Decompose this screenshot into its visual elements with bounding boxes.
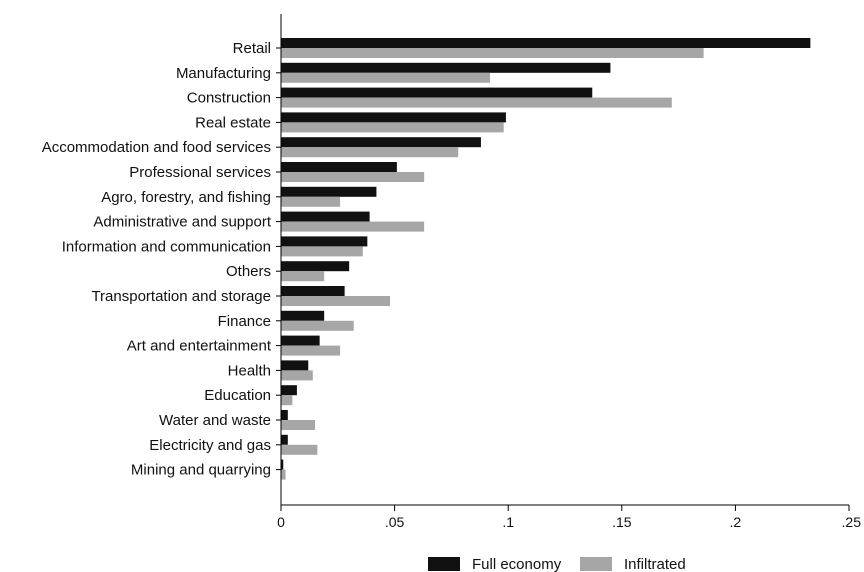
category-label: Information and communication (62, 238, 271, 255)
bar-infiltrated-1 (281, 72, 491, 83)
category-label: Manufacturing (176, 65, 271, 82)
category-label: Real estate (195, 114, 271, 131)
category-label: Education (204, 387, 271, 404)
legend-swatch-infiltrated (580, 557, 612, 571)
x-tick-label: .25 (842, 514, 862, 530)
bar-full-economy-7 (281, 211, 370, 222)
category-label: Others (226, 263, 271, 280)
bars-group (281, 38, 811, 480)
x-tick-label: .2 (730, 514, 742, 530)
bar-infiltrated-5 (281, 172, 425, 182)
legend: Full economy Infiltrated (428, 556, 686, 572)
category-label: Accommodation and food services (42, 139, 271, 156)
bar-infiltrated-10 (281, 296, 391, 306)
bar-infiltrated-4 (281, 147, 459, 158)
bar-full-economy-14 (281, 385, 297, 396)
x-tick-label: .15 (612, 514, 632, 530)
bar-full-economy-12 (281, 335, 320, 346)
legend-label-infiltrated: Infiltrated (624, 556, 686, 572)
category-label: Transportation and storage (91, 288, 271, 305)
bar-full-economy-6 (281, 186, 377, 197)
bar-infiltrated-13 (281, 370, 313, 381)
bar-full-economy-0 (281, 38, 811, 48)
x-ticks: 0 .05 .1 .15 .2 .25 (277, 505, 861, 530)
category-label: Agro, forestry, and fishing (101, 189, 271, 206)
x-tick-label: 0 (277, 514, 285, 530)
bar-full-economy-15 (281, 410, 288, 420)
category-label: Retail (233, 40, 271, 57)
bar-full-economy-16 (281, 434, 288, 445)
bar-full-economy-13 (281, 360, 309, 371)
category-label: Administrative and support (93, 214, 271, 231)
category-label: Art and entertainment (127, 338, 272, 355)
bar-full-economy-8 (281, 236, 368, 247)
category-label: Electricity and gas (149, 437, 271, 454)
category-label: Professional services (129, 164, 271, 181)
legend-swatch-full-economy (428, 557, 460, 571)
category-labels: Retail Manufacturing Construction Real esta… (42, 40, 281, 479)
bar-full-economy-17 (281, 459, 284, 470)
bar-full-economy-10 (281, 286, 345, 296)
category-label: Construction (187, 90, 271, 107)
bar-infiltrated-9 (281, 271, 325, 282)
bar-infiltrated-12 (281, 345, 341, 356)
bar-infiltrated-11 (281, 320, 354, 331)
bar-infiltrated-8 (281, 246, 363, 257)
bar-infiltrated-0 (281, 48, 704, 58)
bar-full-economy-2 (281, 87, 593, 98)
bar-infiltrated-15 (281, 420, 316, 430)
bar-infiltrated-2 (281, 97, 672, 108)
bar-full-economy-3 (281, 112, 506, 123)
x-tick-label: .1 (502, 514, 514, 530)
category-label: Water and waste (159, 412, 271, 429)
bar-infiltrated-3 (281, 122, 504, 133)
category-label: Health (228, 362, 271, 379)
bar-full-economy-9 (281, 261, 350, 272)
x-tick-label: .05 (385, 514, 405, 530)
legend-label-full-economy: Full economy (472, 556, 562, 572)
bar-full-economy-11 (281, 310, 325, 321)
category-label: Mining and quarrying (131, 462, 271, 479)
bar-infiltrated-14 (281, 395, 293, 406)
category-label: Finance (218, 313, 271, 330)
bar-full-economy-5 (281, 162, 397, 172)
bar-infiltrated-7 (281, 221, 425, 232)
bar-full-economy-4 (281, 137, 481, 148)
bar-infiltrated-16 (281, 444, 318, 455)
bar-infiltrated-17 (281, 469, 286, 480)
bar-infiltrated-6 (281, 196, 341, 207)
bar-full-economy-1 (281, 62, 611, 73)
